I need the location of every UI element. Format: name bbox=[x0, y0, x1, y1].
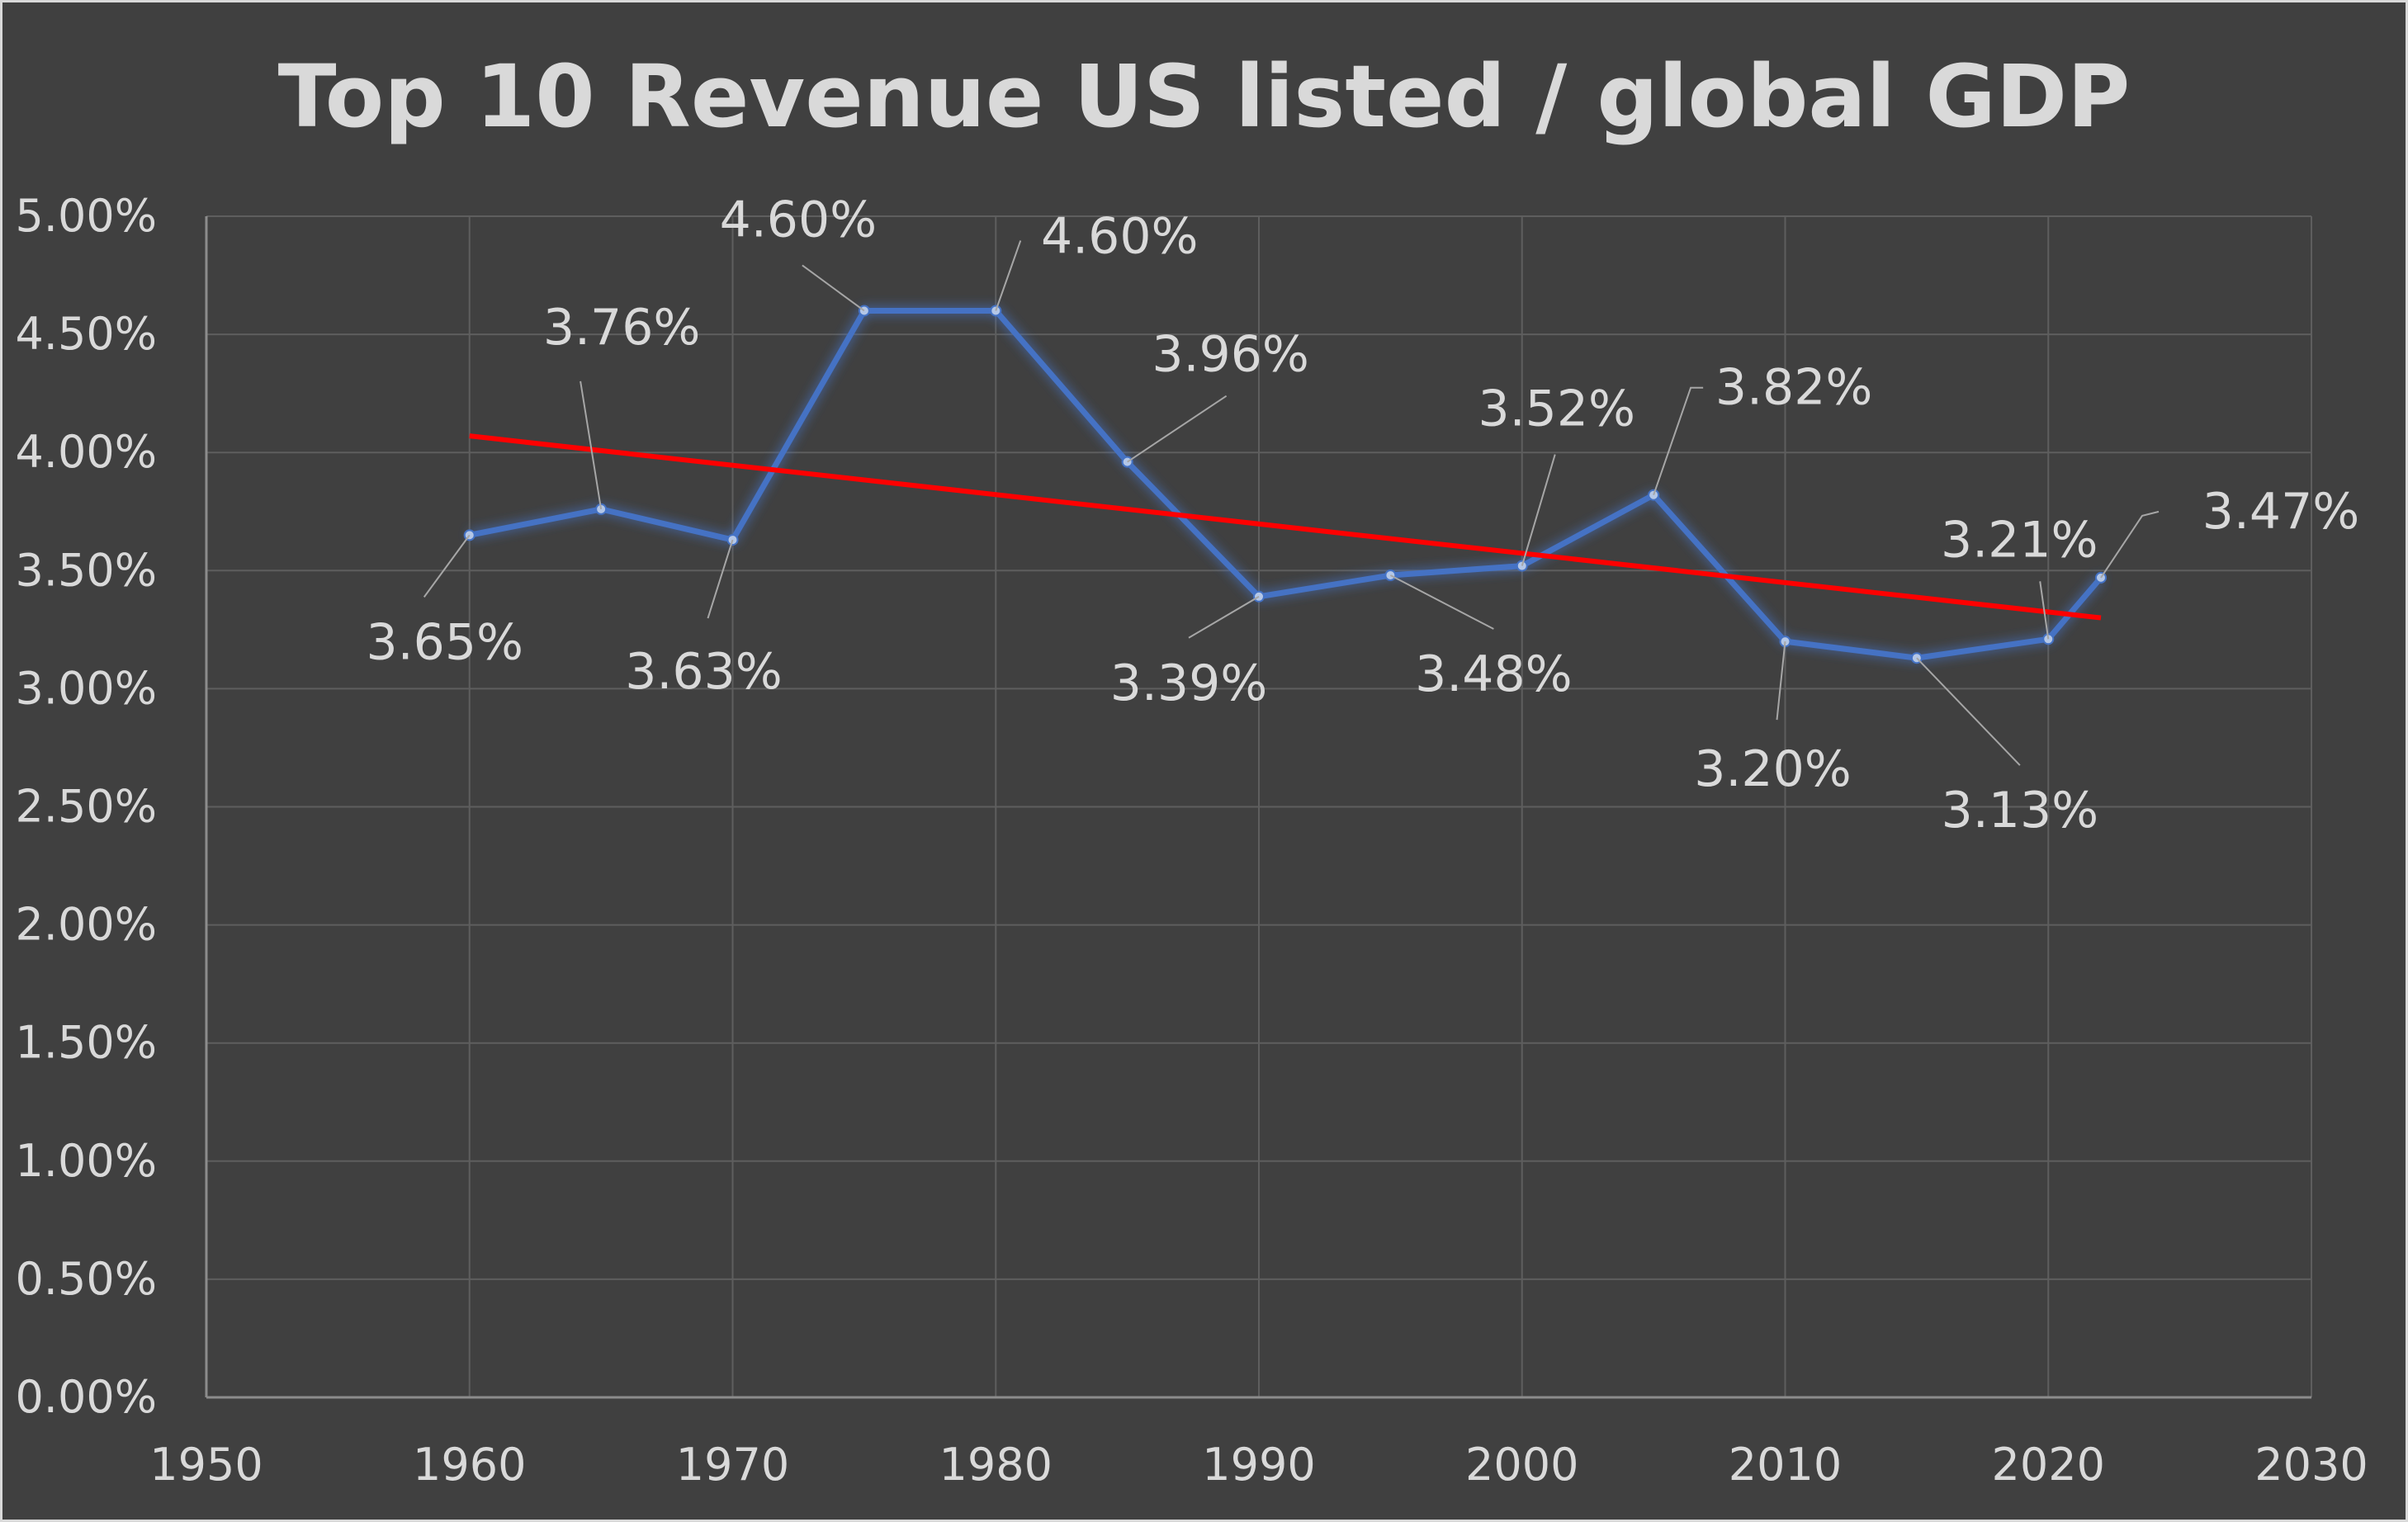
leader-line bbox=[707, 539, 734, 619]
y-tick-label: 1.00% bbox=[15, 1135, 157, 1187]
data-label: 3.52% bbox=[1478, 380, 1635, 438]
leader-line bbox=[1776, 641, 1786, 721]
leader-line bbox=[1916, 657, 2021, 766]
y-tick-label: 0.00% bbox=[15, 1371, 157, 1423]
series-polyline bbox=[469, 307, 2103, 661]
leader-line bbox=[802, 264, 865, 312]
linear-trendline bbox=[469, 433, 2102, 621]
x-tick-label: 1950 bbox=[149, 1439, 263, 1491]
leader-line bbox=[423, 534, 471, 598]
tick-labels: 0.00% 0.50% 1.00% 1.50% 2.00% 2.50% 3.00% 3.50%… bbox=[15, 190, 2368, 1491]
leader-line bbox=[1389, 574, 1494, 630]
data-label: 4.60% bbox=[1041, 207, 1199, 265]
data-label: 3.39% bbox=[1110, 655, 1268, 712]
chart-title: Top 10 Revenue US listed / global GDP bbox=[277, 46, 2131, 147]
gridlines bbox=[206, 215, 2312, 1397]
axes bbox=[205, 216, 2311, 1399]
data-label: 3.20% bbox=[1694, 740, 1852, 798]
leader-line bbox=[1127, 395, 1228, 463]
data-label: 3.96% bbox=[1152, 326, 1309, 384]
y-tick-label: 4.50% bbox=[15, 308, 157, 360]
data-label: 4.60% bbox=[720, 191, 878, 248]
x-tick-label: 1970 bbox=[676, 1439, 789, 1491]
data-label: 3.76% bbox=[543, 299, 701, 357]
data-label: 3.13% bbox=[1942, 782, 2099, 839]
y-tick-label: 3.50% bbox=[15, 544, 157, 596]
y-tick-label: 5.00% bbox=[15, 190, 157, 242]
y-tick-label: 4.00% bbox=[15, 426, 157, 478]
y-tick-label: 2.00% bbox=[15, 899, 157, 951]
leader-line bbox=[995, 240, 1022, 311]
y-tick-label: 3.00% bbox=[15, 662, 157, 714]
data-labels: 3.65% 3.76% 3.63% 4.60% 4.60% 3.96% 3.39% 3.48%… bbox=[366, 191, 2359, 839]
y-tick-label: 1.50% bbox=[15, 1017, 157, 1069]
leader-line bbox=[580, 380, 603, 510]
data-label: 3.47% bbox=[2202, 483, 2360, 541]
data-label: 3.82% bbox=[1715, 359, 1873, 417]
leader-line bbox=[1521, 454, 1556, 566]
data-label: 3.48% bbox=[1415, 645, 1573, 703]
leader-line bbox=[2039, 581, 2050, 640]
data-label: 3.65% bbox=[366, 613, 523, 671]
trendline bbox=[469, 433, 2102, 621]
x-tick-label: 2030 bbox=[2254, 1439, 2368, 1491]
y-tick-label: 0.50% bbox=[15, 1253, 157, 1305]
leader-line bbox=[1188, 595, 1260, 639]
x-tick-label: 1980 bbox=[939, 1439, 1053, 1491]
x-tick-label: 2010 bbox=[1729, 1439, 1842, 1491]
data-label: 3.63% bbox=[625, 643, 783, 701]
series-line bbox=[469, 307, 2103, 661]
leader-line bbox=[1653, 386, 1704, 496]
x-tick-label: 1960 bbox=[413, 1439, 526, 1491]
x-tick-label: 2020 bbox=[1992, 1439, 2105, 1491]
x-tick-label: 1990 bbox=[1202, 1439, 1315, 1491]
x-tick-label: 2000 bbox=[1465, 1439, 1578, 1491]
data-label: 3.21% bbox=[1941, 511, 2098, 569]
leader-line bbox=[2100, 510, 2160, 579]
y-tick-label: 2.50% bbox=[15, 781, 157, 833]
